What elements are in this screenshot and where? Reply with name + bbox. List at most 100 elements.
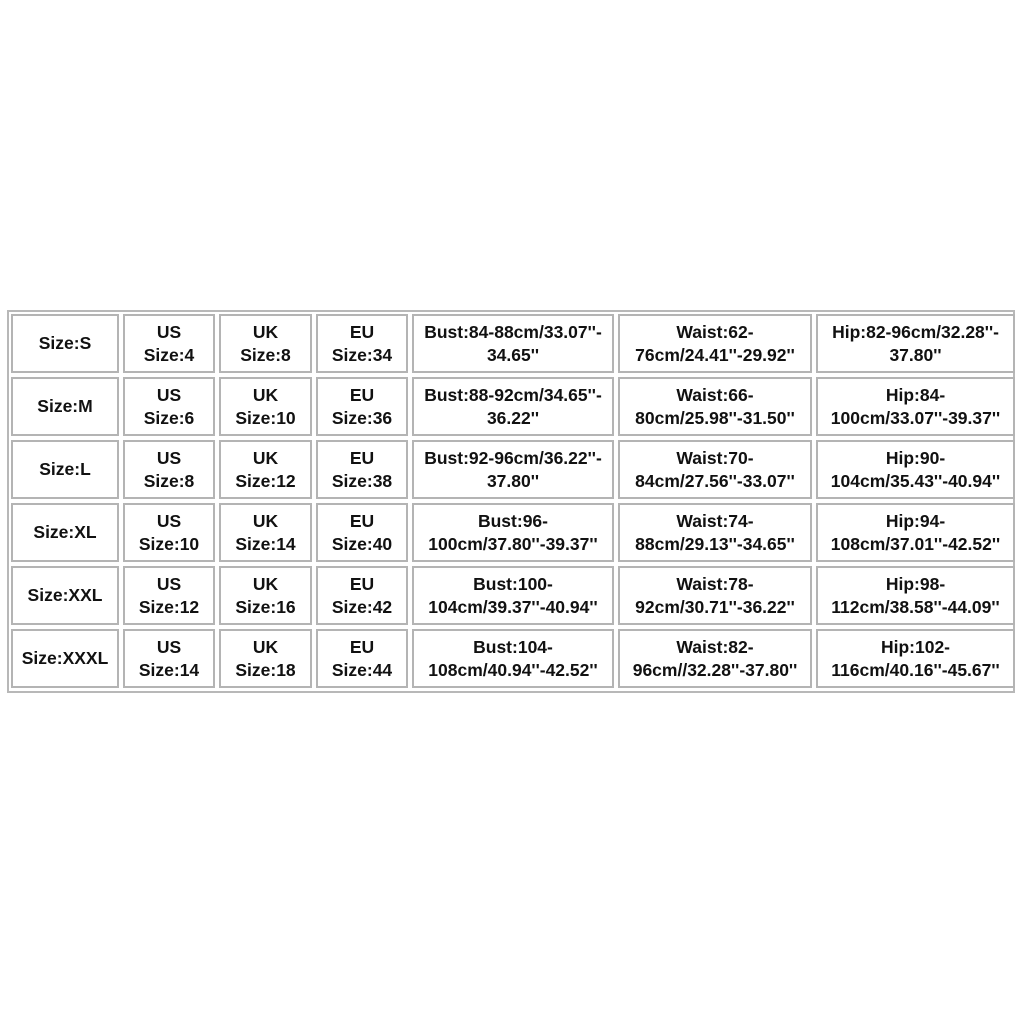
cell-hip: Hip:98- 112cm/38.58''-44.09'' <box>816 566 1015 625</box>
cell-text-line: 108cm/40.94''-42.52'' <box>428 659 598 680</box>
cell-text-line: US <box>156 321 182 342</box>
cell-text-line: Size:18 <box>235 659 296 680</box>
cell-text-line: Waist:74- <box>676 510 754 531</box>
cell-text-line: 100cm/37.80''-39.37'' <box>428 533 598 554</box>
cell-text-line: Waist:62- <box>676 321 754 342</box>
cell-text-line: Bust:100- <box>473 573 553 594</box>
cell-text-line: Bust:88-92cm/34.65''- <box>424 384 602 405</box>
cell-us-size: US Size:12 <box>123 566 215 625</box>
cell-us-size: US Size:10 <box>123 503 215 562</box>
cell-text-line: Bust:104- <box>473 636 553 657</box>
cell-uk-size: UK Size:12 <box>219 440 312 499</box>
cell-waist: Waist:70- 84cm/27.56''-33.07'' <box>618 440 812 499</box>
cell-text-line: Waist:78- <box>676 573 754 594</box>
cell-hip: Hip:84- 100cm/33.07''-39.37'' <box>816 377 1015 436</box>
cell-text-line: EU <box>349 384 375 405</box>
cell-uk-size: UK Size:8 <box>219 314 312 373</box>
cell-eu-size: EU Size:36 <box>316 377 408 436</box>
cell-eu-size: EU Size:44 <box>316 629 408 688</box>
cell-text-line: Size:44 <box>331 659 393 680</box>
cell-us-size: US Size:4 <box>123 314 215 373</box>
cell-text-line: 104cm/39.37''-40.94'' <box>428 596 598 617</box>
cell-hip: Hip:94- 108cm/37.01''-42.52'' <box>816 503 1015 562</box>
cell-text-line: Bust:92-96cm/36.22''- <box>424 447 602 468</box>
cell-text-line: 96cm//32.28''-37.80'' <box>632 659 798 680</box>
cell-text-line: 36.22'' <box>486 407 540 428</box>
cell-size: Size:XXL <box>11 566 119 625</box>
cell-eu-size: EU Size:40 <box>316 503 408 562</box>
cell-text-line: 76cm/24.41''-29.92'' <box>635 344 795 365</box>
cell-text-line: Size:XXL <box>27 585 103 605</box>
cell-text-line: 108cm/37.01''-42.52'' <box>830 533 1001 554</box>
cell-text-line: EU <box>349 321 375 342</box>
cell-text-line: Size:40 <box>331 533 393 554</box>
cell-text-line: UK <box>252 510 279 531</box>
size-chart-table: Size:S US Size:4 UK Size:8 EU Size:34 Bust:84-8… <box>7 310 1015 693</box>
cell-uk-size: UK Size:10 <box>219 377 312 436</box>
cell-text-line: Bust:84-88cm/33.07''- <box>424 321 602 342</box>
cell-us-size: US Size:14 <box>123 629 215 688</box>
cell-hip: Hip:82-96cm/32.28''- 37.80'' <box>816 314 1015 373</box>
cell-text-line: UK <box>252 384 279 405</box>
cell-uk-size: UK Size:14 <box>219 503 312 562</box>
cell-bust: Bust:96- 100cm/37.80''-39.37'' <box>412 503 614 562</box>
cell-text-line: Size:38 <box>331 470 393 491</box>
cell-eu-size: EU Size:38 <box>316 440 408 499</box>
cell-text-line: Size:16 <box>235 596 296 617</box>
cell-text-line: 37.80'' <box>486 470 540 491</box>
cell-bust: Bust:84-88cm/33.07''- 34.65'' <box>412 314 614 373</box>
cell-text-line: 112cm/38.58''-44.09'' <box>831 596 1000 617</box>
cell-text-line: EU <box>349 573 375 594</box>
cell-size: Size:XL <box>11 503 119 562</box>
cell-bust: Bust:88-92cm/34.65''- 36.22'' <box>412 377 614 436</box>
cell-text-line: 116cm/40.16''-45.67'' <box>831 659 1000 680</box>
cell-text-line: UK <box>252 636 279 657</box>
cell-bust: Bust:100- 104cm/39.37''-40.94'' <box>412 566 614 625</box>
cell-size: Size:M <box>11 377 119 436</box>
cell-uk-size: UK Size:16 <box>219 566 312 625</box>
cell-text-line: UK <box>252 573 279 594</box>
cell-text-line: 104cm/35.43''-40.94'' <box>830 470 1001 491</box>
cell-text-line: Waist:82- <box>676 636 754 657</box>
cell-size: Size:XXXL <box>11 629 119 688</box>
cell-text-line: Size:8 <box>240 344 291 365</box>
cell-text-line: Size:12 <box>235 470 296 491</box>
cell-waist: Waist:66- 80cm/25.98''-31.50'' <box>618 377 812 436</box>
cell-text-line: EU <box>349 447 375 468</box>
cell-text-line: 80cm/25.98''-31.50'' <box>635 407 795 428</box>
cell-text-line: Size:36 <box>331 407 393 428</box>
cell-text-line: Hip:94- <box>885 510 946 531</box>
cell-size: Size:L <box>11 440 119 499</box>
cell-text-line: Size:14 <box>235 533 296 554</box>
cell-text-line: US <box>156 384 182 405</box>
cell-uk-size: UK Size:18 <box>219 629 312 688</box>
cell-text-line: UK <box>252 447 279 468</box>
cell-text-line: Size:6 <box>143 407 195 428</box>
cell-eu-size: EU Size:42 <box>316 566 408 625</box>
cell-text-line: EU <box>349 636 375 657</box>
cell-text-line: 92cm/30.71''-36.22'' <box>635 596 795 617</box>
cell-text-line: Size:34 <box>331 344 393 365</box>
cell-hip: Hip:102- 116cm/40.16''-45.67'' <box>816 629 1015 688</box>
cell-waist: Waist:78- 92cm/30.71''-36.22'' <box>618 566 812 625</box>
cell-text-line: Size:10 <box>235 407 296 428</box>
cell-text-line: Size:XL <box>33 522 97 542</box>
cell-waist: Waist:62- 76cm/24.41''-29.92'' <box>618 314 812 373</box>
cell-text-line: Hip:102- <box>880 636 951 657</box>
cell-us-size: US Size:6 <box>123 377 215 436</box>
cell-text-line: 88cm/29.13''-34.65'' <box>635 533 795 554</box>
cell-text-line: Hip:84- <box>885 384 946 405</box>
cell-text-line: Hip:82-96cm/32.28''- <box>832 321 999 342</box>
cell-size: Size:S <box>11 314 119 373</box>
cell-text-line: Waist:66- <box>676 384 754 405</box>
cell-text-line: EU <box>349 510 375 531</box>
cell-text-line: Size:4 <box>143 344 195 365</box>
cell-bust: Bust:92-96cm/36.22''- 37.80'' <box>412 440 614 499</box>
cell-text-line: Size:L <box>39 459 91 479</box>
cell-text-line: US <box>156 636 182 657</box>
cell-text-line: 100cm/33.07''-39.37'' <box>830 407 1001 428</box>
cell-text-line: US <box>156 447 182 468</box>
cell-text-line: Hip:98- <box>885 573 946 594</box>
cell-text-line: Waist:70- <box>676 447 754 468</box>
cell-text-line: Size:10 <box>138 533 200 554</box>
